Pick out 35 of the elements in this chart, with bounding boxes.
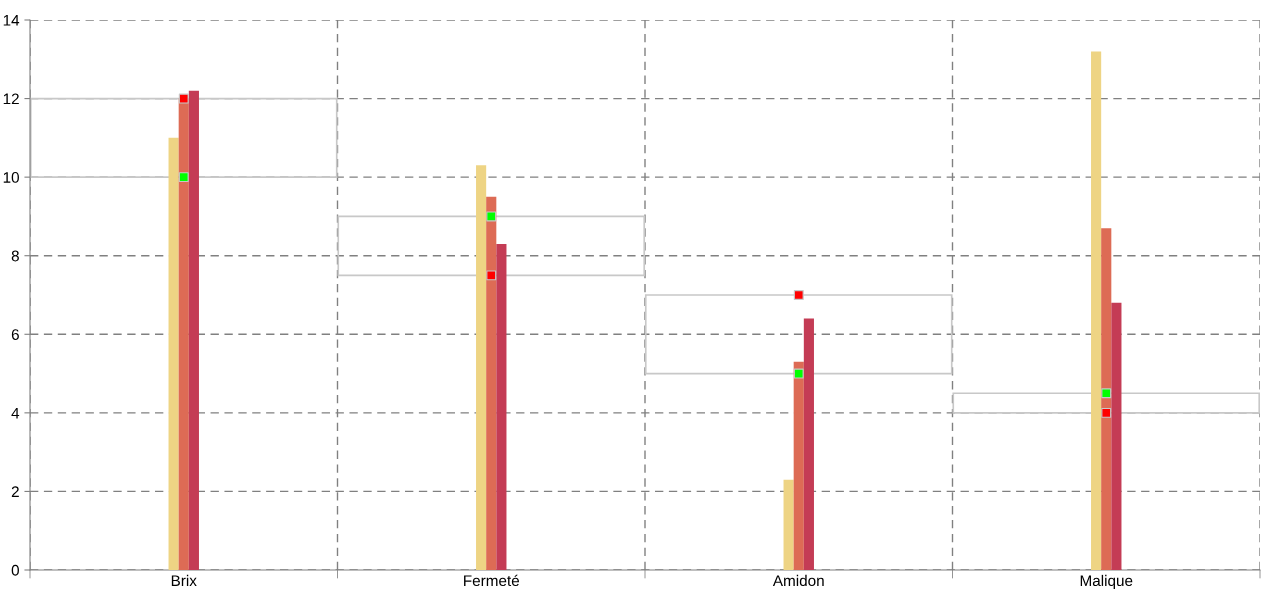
bar xyxy=(644,294,953,375)
bar xyxy=(1101,228,1112,570)
point xyxy=(178,93,189,104)
y-tick-label: 4 xyxy=(11,407,20,419)
bar xyxy=(337,215,646,277)
bar xyxy=(1111,302,1122,570)
point xyxy=(486,211,497,222)
y-tick-label: 14 xyxy=(3,15,20,26)
y-tick-label: 6 xyxy=(11,329,19,340)
y-tick-label: 0 xyxy=(11,564,19,576)
bar xyxy=(783,479,794,570)
y-tick-label: 12 xyxy=(3,93,19,105)
point xyxy=(1101,388,1112,399)
x-tick-label: Amidon xyxy=(772,574,824,587)
x-tick-label: Malique xyxy=(1080,574,1133,590)
bar xyxy=(168,137,179,570)
point xyxy=(178,172,189,183)
bar xyxy=(476,165,487,570)
y-tick-label: 2 xyxy=(11,486,19,497)
bar xyxy=(952,392,1260,414)
y-tick-label: 10 xyxy=(3,172,19,183)
y-tick-label: 8 xyxy=(11,250,19,262)
bar xyxy=(30,97,338,178)
bar xyxy=(1091,51,1102,570)
x-tick-label: Fermeté xyxy=(464,574,520,587)
point xyxy=(1101,407,1112,418)
bar xyxy=(803,318,814,570)
bar xyxy=(486,196,497,570)
bar xyxy=(188,90,199,570)
point xyxy=(793,368,804,379)
point xyxy=(793,290,804,300)
x-tick-label: Brix xyxy=(171,574,197,586)
bar xyxy=(496,243,507,570)
bar xyxy=(793,361,804,570)
point xyxy=(486,270,497,281)
